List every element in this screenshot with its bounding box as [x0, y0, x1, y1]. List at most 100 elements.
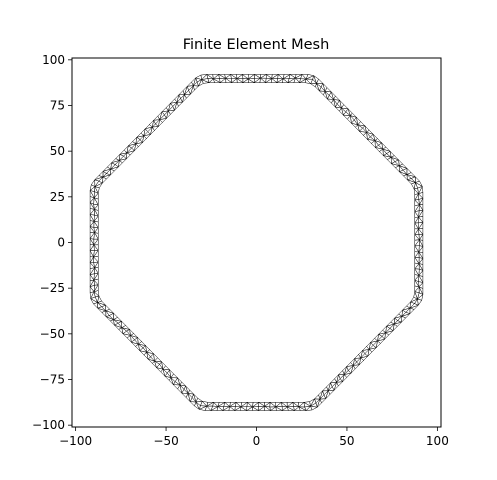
mesh-element	[152, 126, 159, 131]
mesh-element	[394, 313, 403, 319]
x-tick-label: 100	[426, 434, 449, 448]
mesh-element	[314, 394, 321, 400]
mesh-element	[258, 402, 265, 407]
mesh-element	[355, 124, 360, 132]
mesh-element	[354, 354, 361, 359]
mesh-element	[153, 353, 158, 362]
mesh-element	[292, 402, 300, 408]
mesh-element	[346, 362, 354, 367]
mesh-element	[201, 79, 210, 84]
mesh-element	[213, 78, 221, 83]
mesh-element	[193, 85, 199, 91]
y-tick-label: 100	[42, 53, 65, 67]
mesh-element	[126, 150, 135, 156]
x-tick-label: −100	[59, 434, 92, 448]
mesh-element	[225, 78, 232, 83]
mesh-element	[379, 148, 384, 156]
mesh-element	[93, 238, 99, 246]
mesh-element	[323, 91, 328, 100]
mesh-element	[129, 329, 134, 336]
mesh	[89, 74, 424, 411]
mesh-element	[161, 361, 166, 370]
mesh-element	[110, 166, 119, 172]
mesh-element	[270, 78, 278, 83]
mesh-element	[185, 385, 190, 394]
mesh-element	[93, 215, 99, 223]
mesh-element	[97, 295, 102, 303]
y-tick-label: −100	[32, 418, 65, 432]
mesh-element	[338, 370, 345, 375]
mesh-element	[113, 313, 118, 320]
mesh-element	[247, 78, 255, 83]
mesh-element	[411, 182, 416, 190]
y-tick-label: 0	[57, 236, 65, 250]
mesh-element	[378, 329, 386, 335]
mesh-element	[414, 193, 419, 201]
mesh-element	[269, 402, 276, 408]
mesh-element	[414, 285, 420, 292]
mesh-element	[135, 142, 143, 147]
mesh-element	[235, 402, 243, 408]
mesh-element	[94, 182, 103, 189]
mesh-element	[331, 99, 336, 108]
mesh-element	[386, 321, 395, 327]
mesh-element	[121, 321, 126, 328]
mesh-element	[105, 304, 110, 312]
mesh-element	[259, 77, 266, 83]
mesh-element	[282, 78, 289, 83]
mesh-element	[299, 78, 307, 83]
y-tick-label: 50	[50, 144, 65, 158]
y-tick-label: 75	[50, 98, 65, 112]
mesh-element	[247, 402, 254, 408]
mesh-element	[93, 250, 99, 258]
mesh-element	[145, 345, 150, 353]
mesh-element	[414, 216, 419, 224]
mesh-element	[387, 157, 392, 164]
mesh-element	[93, 284, 99, 292]
chart-title: Finite Element Mesh	[183, 37, 330, 53]
mesh-element	[403, 174, 408, 181]
mesh-element	[414, 204, 420, 212]
mesh-element	[402, 305, 411, 311]
mesh-element	[322, 386, 329, 392]
mesh-element	[102, 174, 111, 180]
mesh-element	[315, 83, 320, 92]
mesh-element	[293, 77, 300, 83]
mesh-element	[143, 134, 151, 139]
mesh-element	[168, 110, 175, 115]
y-tick-label: 25	[50, 190, 65, 204]
mesh-element	[177, 377, 182, 386]
mesh-element	[119, 158, 127, 164]
mesh-element	[414, 262, 420, 270]
y-axis: −100 −75 −50 −25 0 25 50 75 100	[32, 53, 72, 432]
mesh-element	[395, 165, 400, 172]
mesh-element	[94, 261, 99, 268]
mesh-element	[169, 369, 174, 378]
x-tick-label: 0	[253, 434, 261, 448]
x-axis: −100 −50 0 50 100	[59, 427, 449, 448]
mesh-element	[236, 78, 244, 83]
mesh-element	[93, 193, 99, 200]
mesh-element	[371, 140, 376, 148]
mesh-element	[193, 393, 198, 403]
mesh-element	[202, 400, 209, 407]
plot-frame	[71, 57, 442, 428]
mesh-element	[159, 118, 167, 123]
mesh-element	[414, 239, 420, 247]
mesh-element	[410, 296, 418, 303]
y-tick-label: −50	[40, 327, 65, 341]
mesh-element	[303, 401, 311, 407]
mesh-element	[414, 274, 420, 281]
mesh-element	[363, 132, 368, 140]
y-tick-label: −75	[40, 373, 65, 387]
mesh-element	[281, 402, 288, 408]
y-tick-label: −25	[40, 281, 65, 295]
mesh-element	[176, 101, 183, 107]
mesh-element	[94, 204, 99, 211]
x-tick-label: −50	[153, 434, 178, 448]
mesh-element	[330, 378, 337, 384]
mesh-element	[414, 228, 419, 235]
mesh-element	[224, 402, 231, 407]
mesh-element	[137, 337, 142, 345]
